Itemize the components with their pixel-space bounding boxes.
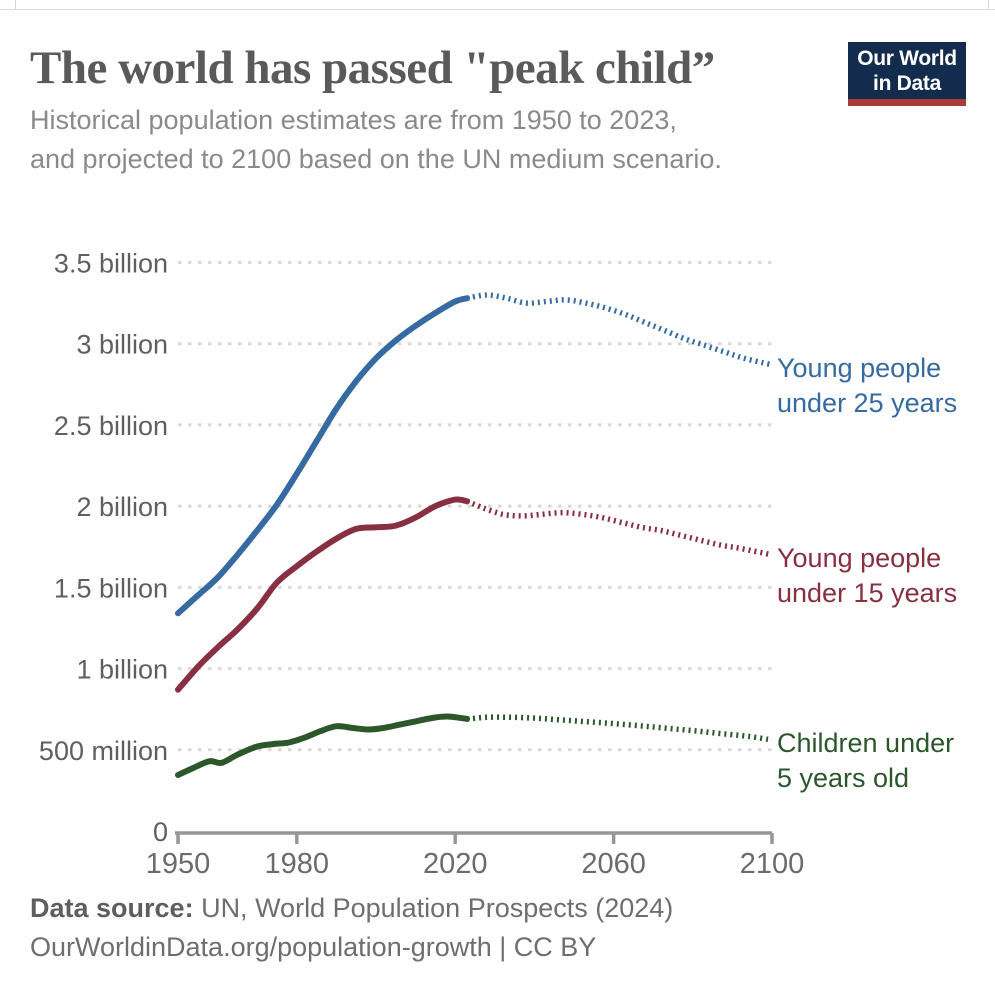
crop-border-nub-left	[15, 0, 16, 9]
subtitle-line1: Historical population estimates are from…	[30, 105, 677, 135]
y-tick-label: 2.5 billion	[54, 411, 168, 441]
chart-subtitle: Historical population estimates are from…	[30, 101, 722, 179]
y-tick-label: 0	[153, 817, 168, 847]
x-tick-label: 2100	[740, 848, 805, 880]
crop-border-line	[0, 9, 995, 10]
y-tick-label: 1.5 billion	[54, 573, 168, 603]
x-tick-label: 2020	[423, 848, 488, 880]
series-line-under-25-historical	[175, 295, 471, 617]
data-source-label: Data source:	[30, 893, 194, 923]
x-tick-label: 2060	[581, 848, 646, 880]
license-link-text: OurWorldinData.org/population-growth | C…	[30, 932, 597, 962]
y-tick-label: 500 million	[39, 736, 168, 766]
series-label-under-5: Children under 5 years old	[777, 728, 955, 793]
series-line-under-5-projected	[466, 714, 773, 743]
y-tick-label: 2 billion	[76, 492, 168, 522]
logo-line1: Our World	[857, 46, 957, 70]
series-line-under-15-projected	[466, 498, 773, 558]
series-line-under-5-historical	[175, 713, 471, 778]
series-label-under-15: Young people under 15 years	[777, 542, 958, 608]
subtitle-line2: and projected to 2100 based on the UN me…	[30, 144, 722, 174]
x-tick-label: 1980	[265, 848, 330, 880]
logo-line2: in Data	[873, 71, 941, 95]
data-source-text: UN, World Population Prospects (2024)	[193, 893, 674, 923]
y-tick-label: 3.5 billion	[54, 249, 168, 279]
series-line-under-25-projected	[466, 292, 773, 368]
data-source-note: Data source: UN, World Population Prospe…	[30, 893, 673, 924]
y-tick-label: 1 billion	[76, 655, 168, 685]
crop-border-nub-right	[988, 0, 989, 9]
page-title: The world has passed "peak child”	[30, 42, 715, 94]
y-tick-label: 3 billion	[76, 330, 168, 360]
series-line-under-15-historical	[175, 496, 471, 693]
series-label-under-25: Young people under 25 years	[777, 352, 958, 418]
owid-logo: Our World in Data	[848, 42, 966, 106]
x-tick-label: 1950	[146, 848, 211, 880]
